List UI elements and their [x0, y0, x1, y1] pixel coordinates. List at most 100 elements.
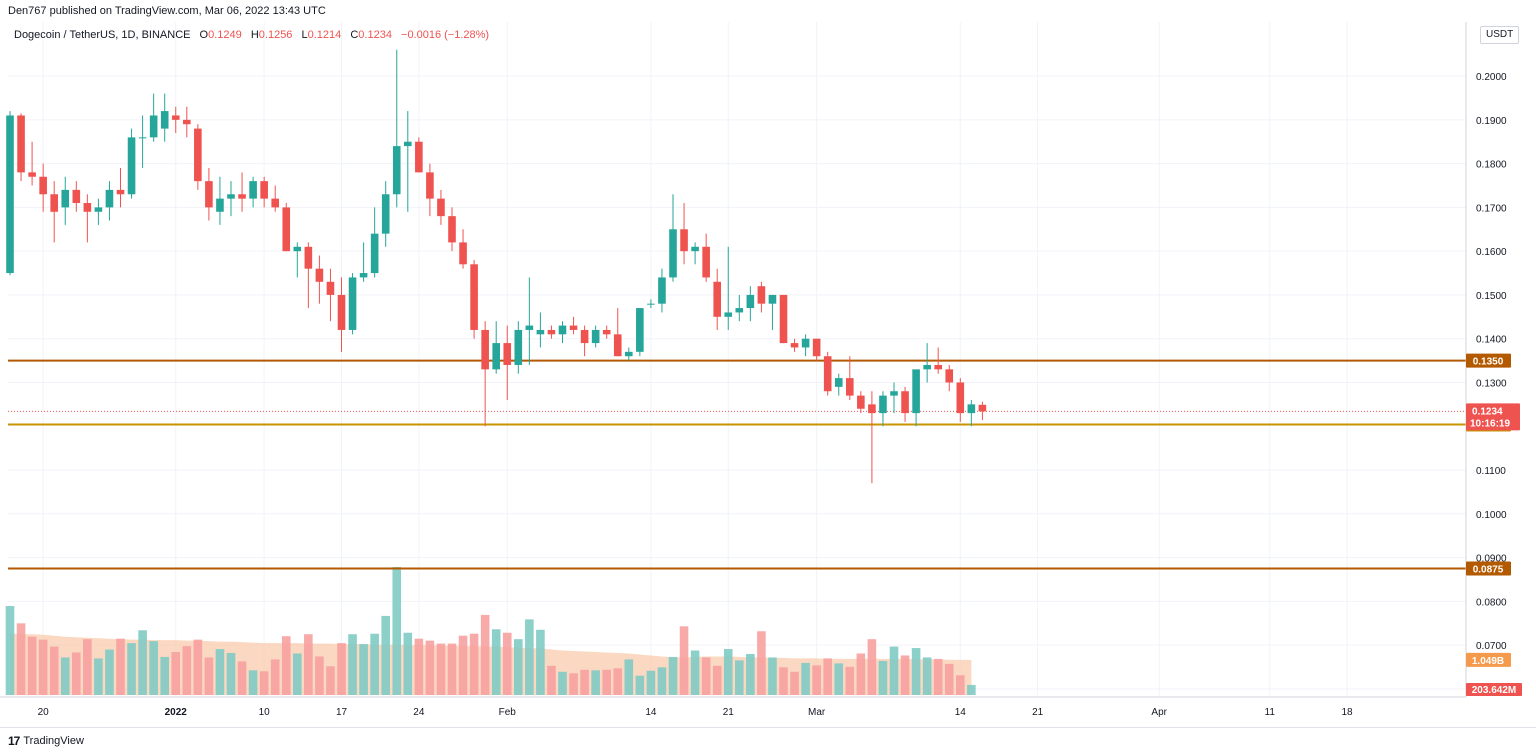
volume-bar: [624, 659, 634, 695]
candle-body: [846, 378, 854, 396]
candle-body: [459, 242, 467, 265]
volume-bar: [315, 656, 324, 695]
candle-body: [149, 115, 158, 138]
volume-bar: [867, 639, 877, 695]
x-tick-label: 21: [1032, 707, 1044, 718]
symbol-legend[interactable]: Dogecoin / TetherUS, 1D, BINANCE O0.1249…: [14, 29, 489, 41]
candle-body: [28, 172, 36, 177]
candle-body: [238, 194, 246, 199]
volume-bar: [94, 658, 103, 695]
volume-bar: [668, 656, 678, 695]
countdown-label: 10:16:19: [1470, 418, 1510, 429]
volume-bar: [657, 667, 667, 695]
candle-body: [160, 111, 169, 129]
candle-body: [713, 281, 721, 317]
grid: [8, 22, 1466, 697]
candle-body: [315, 268, 324, 282]
candle-body: [415, 141, 423, 173]
last-price-tag: [1466, 403, 1520, 431]
chart-frame[interactable]: 0.2000 0.1900 0.1800 0.1700 0.1600 0.1500 0.14…: [0, 22, 1536, 727]
volume-bar: [956, 675, 965, 695]
volume-bar: [469, 633, 479, 695]
candle-body: [39, 176, 47, 195]
volume-bar: [757, 631, 766, 695]
volume-bar: [326, 666, 335, 695]
level-price-label: 0.1350: [1473, 357, 1504, 368]
volume-bar: [491, 629, 501, 695]
candle-body: [337, 294, 346, 330]
candle-body: [934, 364, 942, 370]
change-value: −0.0016 (−1.28%): [401, 29, 490, 41]
x-tick-label: 10: [259, 707, 271, 718]
candle-body: [823, 356, 832, 392]
tradingview-logo[interactable]: 17 TradingView: [8, 734, 84, 748]
volume-bar: [49, 646, 59, 695]
volume-bar: [281, 636, 291, 695]
volume-bar: [204, 657, 214, 695]
candle-body: [746, 294, 755, 309]
volume-bar: [558, 671, 567, 695]
y-tick-label: 0.0900: [1476, 554, 1507, 565]
tradingview-brand: TradingView: [23, 735, 84, 747]
x-tick-label: 14: [645, 707, 657, 718]
volume-bar: [160, 656, 169, 695]
level-price-label: 0.0875: [1473, 565, 1504, 576]
volume-bar: [779, 667, 788, 695]
symbol-title: Dogecoin / TetherUS, 1D, BINANCE: [14, 29, 191, 41]
x-tick-label: Apr: [1151, 707, 1167, 718]
candle-body: [558, 325, 567, 335]
candle-body: [304, 246, 313, 269]
y-tick-label: 0.1100: [1476, 466, 1506, 477]
x-tick-label: 18: [1341, 707, 1353, 718]
volume-bar: [447, 643, 457, 695]
volume-bar: [337, 643, 346, 695]
volume-bar: [580, 669, 589, 695]
candle-body: [647, 303, 655, 305]
candle-body: [790, 343, 799, 348]
volume-bar: [701, 657, 711, 695]
currency-selector[interactable]: USDT: [1480, 26, 1520, 44]
candle-body: [868, 404, 876, 414]
high-label: H: [250, 29, 259, 41]
candle-body: [61, 189, 70, 208]
volume-bar: [502, 632, 512, 695]
volume-bar: [403, 632, 413, 695]
x-tick-label: 14: [955, 707, 967, 718]
low-label: L: [301, 29, 308, 41]
volume-bar: [215, 649, 225, 695]
volume-bar: [823, 658, 832, 695]
volume-bar: [182, 646, 192, 695]
open-value: 0.1249: [208, 29, 242, 41]
candle-body: [834, 378, 843, 387]
volume-ma-tag: [1466, 652, 1511, 667]
price-chart[interactable]: 0.2000 0.1900 0.1800 0.1700 0.1600 0.1500 0.14…: [0, 22, 1536, 727]
footer: 17 TradingView: [0, 727, 1536, 754]
volume-tag: [1466, 683, 1522, 696]
volume-bar: [480, 614, 490, 695]
last-price-label: 0.1234: [1472, 406, 1503, 417]
candle-body: [801, 338, 810, 348]
candle-body: [83, 203, 92, 212]
volume-bar: [127, 643, 136, 695]
volume-bar: [812, 665, 821, 695]
volume-bar: [226, 652, 236, 695]
volume-bar: [635, 675, 645, 695]
candle-body: [470, 264, 478, 330]
horizontal-levels[interactable]: [8, 359, 1466, 570]
y-tick-label: 0.0700: [1476, 641, 1507, 652]
candle-body: [127, 137, 136, 195]
candle-body: [503, 343, 512, 365]
candle-body: [525, 325, 534, 330]
tradingview-logo-icon: 17: [8, 734, 20, 748]
candle-body: [94, 207, 103, 212]
volume-pane: [5, 567, 976, 695]
volume-bar: [359, 644, 368, 695]
candle-body: [613, 334, 622, 357]
y-tick-label: 0.1600: [1476, 247, 1507, 258]
candle-body: [260, 181, 268, 199]
volume-bar: [944, 663, 954, 695]
x-tick-label: Mar: [808, 707, 826, 718]
candle-body: [636, 308, 644, 352]
candle-body: [967, 404, 976, 414]
y-tick-label: 0.1500: [1476, 291, 1507, 302]
